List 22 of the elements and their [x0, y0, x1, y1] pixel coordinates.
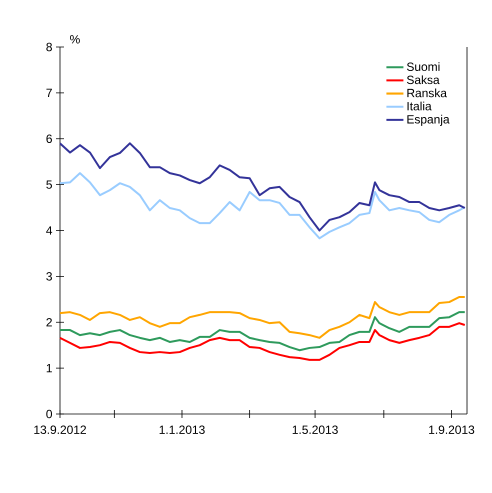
line-series — [59, 322, 466, 361]
x-tick-label: 1.9.2013 — [429, 426, 474, 434]
line-series — [59, 142, 466, 232]
y-axis-title: % — [70, 35, 80, 44]
legend-label: Ranska — [407, 88, 447, 98]
y-tick-label: 7 — [46, 88, 52, 97]
legend-label: Saksa — [406, 75, 440, 84]
y-tick-label: 4 — [46, 226, 52, 235]
y-tick-label: 8 — [46, 42, 52, 52]
y-tick-label: 5 — [46, 180, 52, 189]
x-tick-label: 1.5.2013 — [292, 426, 338, 434]
legend-label: Espanja — [407, 114, 450, 126]
legend-label: Italia — [408, 102, 432, 110]
x-tick-label: 1.1.2013 — [160, 426, 205, 434]
y-tick-label: 2 — [46, 318, 52, 326]
legend-label: Suomi — [406, 62, 440, 71]
y-tick-label: 6 — [46, 134, 52, 143]
y-tick-label: 1 — [46, 364, 52, 372]
line-series — [59, 172, 466, 240]
y-tick-label: 0 — [46, 410, 52, 418]
y-tick-label: 3 — [46, 272, 52, 281]
x-tick-label: 13.9.2012 — [34, 426, 86, 434]
